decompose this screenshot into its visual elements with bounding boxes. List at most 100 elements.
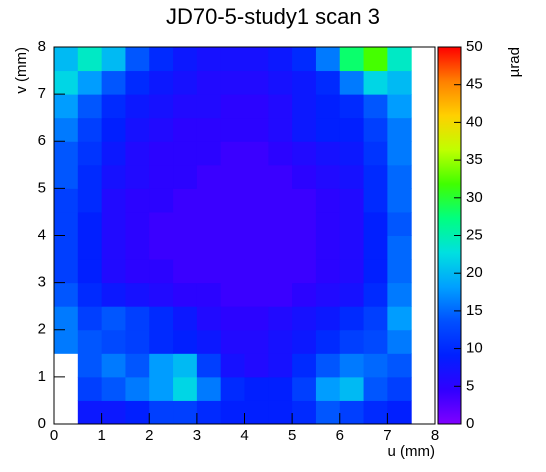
heatmap-cell [315,47,341,72]
heatmap-cell [77,282,103,307]
heatmap-cell [173,353,198,378]
heatmap-cell [77,400,103,425]
heatmap-cell [77,70,103,95]
heatmap-cell [149,259,174,284]
heatmap-cell [77,259,103,284]
heatmap-cell [125,235,150,260]
colorbar-tick-label: 0 [466,415,474,432]
heatmap-cell [315,117,341,142]
heatmap-cell [315,353,341,378]
heatmap-cell [173,306,198,331]
heatmap-cell [173,400,198,425]
heatmap-cell [101,164,126,189]
heatmap-cell [101,141,126,166]
heatmap-cell [387,211,412,236]
heatmap-cell [54,94,79,119]
heatmap-cell [315,400,341,425]
heatmap-cell [387,306,412,331]
heatmap-cell [77,94,103,119]
heatmap-cell [149,164,174,189]
heatmap-cell [363,376,388,401]
heatmap-cell [292,329,317,354]
y-tick-label: 6 [38,132,46,149]
heatmap-cell [196,259,222,284]
heatmap-cell [196,141,222,166]
heatmap-cell [268,329,293,354]
heatmap-cell [173,47,198,72]
heatmap-cell [220,282,245,307]
colorbar-tick-label: 20 [466,264,483,281]
chart-title: JD70-5-study1 scan 3 [166,4,380,29]
colorbar-label: µrad [506,47,523,77]
heatmap-cell [77,376,103,401]
heatmap-cell [125,117,150,142]
heatmap-cell [244,282,269,307]
heatmap-cell [101,329,126,354]
heatmap-cell [244,70,269,95]
heatmap-cell [363,47,388,72]
heatmap-cell [244,188,269,213]
heatmap-cell [244,164,269,189]
heatmap-cell [77,141,103,166]
heatmap-cell [292,47,317,72]
heatmap-cell [149,117,174,142]
heatmap-cell [363,164,388,189]
heatmap-cell [315,329,341,354]
heatmap-cell [149,141,174,166]
heatmap-cell [339,188,365,213]
heatmap-cell [101,306,126,331]
heatmap-cell [387,329,412,354]
colorbar-tick-label: 45 [466,76,483,93]
heatmap-cell [268,306,293,331]
heatmap-cell [173,188,198,213]
heatmap-cell [387,282,412,307]
heatmap-cell [54,211,79,236]
heatmap-cell [101,70,126,95]
heatmap-cell [387,353,412,378]
heatmap-cell [220,141,245,166]
heatmap-cell [196,329,222,354]
heatmap-cell [173,259,198,284]
heatmap-cell [244,376,269,401]
heatmap-cell [363,353,388,378]
x-axis-label: u (mm) [388,443,436,460]
heatmap-cell [363,235,388,260]
heatmap-cell [292,70,317,95]
heatmap-cell [292,164,317,189]
heatmap-cell [244,211,269,236]
heatmap-cell [77,329,103,354]
heatmap-cell [101,188,126,213]
heatmap-cell [173,117,198,142]
heatmap-cell [173,141,198,166]
x-tick-label: 2 [145,427,153,444]
heatmap-cell [77,235,103,260]
heatmap-cell [315,282,341,307]
heatmap-cell [268,141,293,166]
heatmap-cell [268,164,293,189]
heatmap-cell [363,188,388,213]
heatmap-cell [173,211,198,236]
heatmap-cell [244,400,269,425]
heatmap-cell [149,329,174,354]
heatmap-cell [125,400,150,425]
colorbar-tick-label: 15 [466,302,483,319]
heatmap-cell [315,235,341,260]
heatmap-cell [387,117,412,142]
heatmap-cell [268,235,293,260]
heatmap-cell [387,70,412,95]
heatmap-cell [268,282,293,307]
heatmap-cell [101,47,126,72]
heatmap-cell [220,306,245,331]
heatmap-cell [268,400,293,425]
heatmap-cell [220,400,245,425]
heatmap-cell [339,141,365,166]
heatmap-cell [54,329,79,354]
heatmap-cell [220,164,245,189]
heatmap-cell [292,376,317,401]
heatmap-cell [101,94,126,119]
heatmap-cell [268,259,293,284]
heatmap-cell [220,259,245,284]
heatmap-cell [196,400,222,425]
